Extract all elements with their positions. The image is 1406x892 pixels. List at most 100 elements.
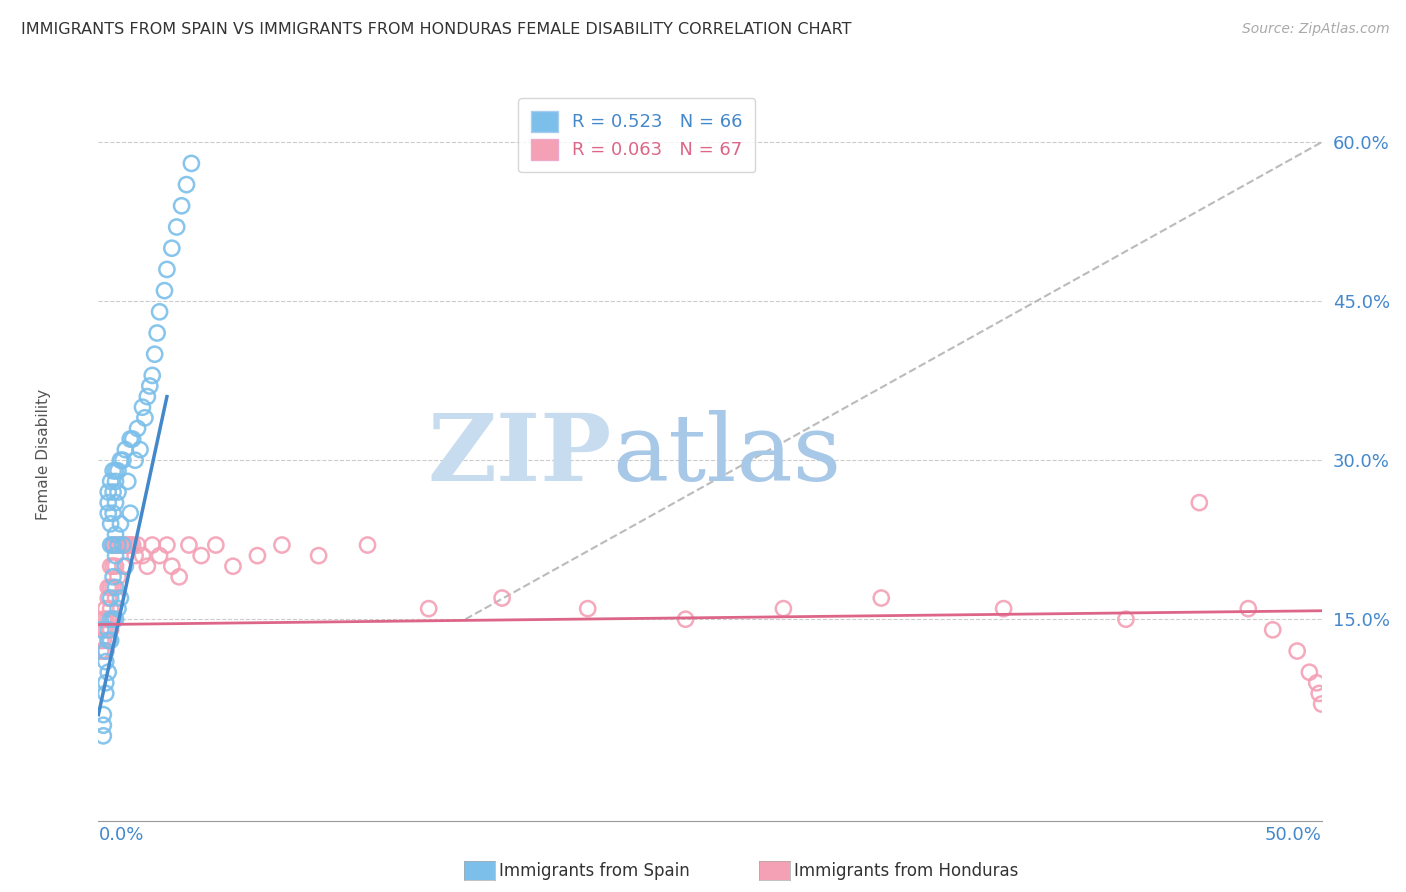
Point: [104, 559, 127, 574]
Text: atlas: atlas: [612, 410, 841, 500]
Point: [97, 485, 120, 500]
Point: [156, 538, 179, 552]
Point: [121, 432, 143, 446]
Point: [94, 686, 117, 700]
Point: [1306, 676, 1329, 690]
Point: [160, 241, 183, 255]
Point: [1308, 686, 1330, 700]
Point: [101, 612, 124, 626]
Point: [91, 707, 114, 722]
Point: [993, 601, 1015, 615]
Point: [121, 538, 143, 552]
Point: [143, 347, 166, 361]
Point: [176, 178, 198, 192]
Point: [120, 506, 142, 520]
Point: [205, 538, 228, 552]
Point: [117, 538, 139, 552]
Text: 0.0%: 0.0%: [98, 826, 143, 844]
Point: [124, 549, 146, 563]
Text: Immigrants from Spain: Immigrants from Spain: [499, 862, 690, 880]
Point: [97, 506, 120, 520]
Point: [94, 644, 117, 658]
Point: [94, 676, 117, 690]
Point: [149, 549, 172, 563]
Text: Source: ZipAtlas.com: Source: ZipAtlas.com: [1241, 22, 1389, 37]
Point: [156, 262, 179, 277]
Point: [101, 506, 124, 520]
Point: [177, 538, 200, 552]
Point: [167, 570, 190, 584]
Point: [97, 633, 120, 648]
Point: [107, 601, 129, 615]
Point: [97, 633, 120, 648]
Point: [136, 559, 159, 574]
Point: [91, 623, 114, 637]
Point: [94, 612, 117, 626]
Point: [104, 527, 127, 541]
Point: [772, 601, 794, 615]
Point: [141, 538, 163, 552]
Point: [146, 326, 169, 340]
Point: [127, 421, 149, 435]
Point: [356, 538, 378, 552]
Text: IMMIGRANTS FROM SPAIN VS IMMIGRANTS FROM HONDURAS FEMALE DISABILITY CORRELATION : IMMIGRANTS FROM SPAIN VS IMMIGRANTS FROM…: [21, 22, 852, 37]
Point: [107, 538, 129, 552]
Point: [100, 475, 122, 489]
Point: [222, 559, 245, 574]
Point: [104, 591, 127, 605]
Point: [576, 601, 599, 615]
Point: [104, 581, 127, 595]
Point: [101, 581, 124, 595]
Point: [1188, 495, 1211, 509]
Point: [127, 538, 149, 552]
Point: [190, 549, 212, 563]
Legend: R = 0.523   N = 66, R = 0.063   N = 67: R = 0.523 N = 66, R = 0.063 N = 67: [517, 98, 755, 172]
Point: [141, 368, 163, 383]
Point: [111, 559, 134, 574]
Point: [110, 591, 132, 605]
Point: [110, 538, 132, 552]
Point: [91, 612, 114, 626]
Point: [94, 601, 117, 615]
Point: [101, 464, 124, 478]
Text: ZIP: ZIP: [427, 410, 612, 500]
Point: [114, 559, 136, 574]
Point: [90, 644, 112, 658]
Point: [180, 156, 202, 170]
Point: [136, 390, 159, 404]
Point: [101, 570, 124, 584]
Point: [124, 453, 146, 467]
Point: [104, 475, 127, 489]
Point: [149, 305, 172, 319]
Point: [104, 612, 127, 626]
Point: [1237, 601, 1260, 615]
Point: [100, 612, 122, 626]
Point: [491, 591, 513, 605]
Text: Female Disability: Female Disability: [37, 389, 51, 521]
Point: [129, 442, 152, 457]
Point: [101, 538, 124, 552]
Point: [91, 729, 114, 743]
Point: [97, 591, 120, 605]
Point: [120, 538, 142, 552]
Point: [418, 601, 440, 615]
Point: [97, 612, 120, 626]
Point: [100, 623, 122, 637]
Text: Immigrants from Honduras: Immigrants from Honduras: [794, 862, 1019, 880]
Point: [270, 538, 294, 552]
Point: [100, 538, 122, 552]
Point: [90, 633, 112, 648]
Point: [97, 665, 120, 680]
Point: [1298, 665, 1320, 680]
Point: [114, 442, 136, 457]
Point: [104, 538, 127, 552]
Point: [1115, 612, 1137, 626]
Point: [100, 591, 122, 605]
Point: [1286, 644, 1309, 658]
Point: [101, 612, 124, 626]
Point: [97, 623, 120, 637]
Point: [114, 538, 136, 552]
Point: [104, 464, 127, 478]
Point: [97, 495, 120, 509]
Point: [308, 549, 330, 563]
